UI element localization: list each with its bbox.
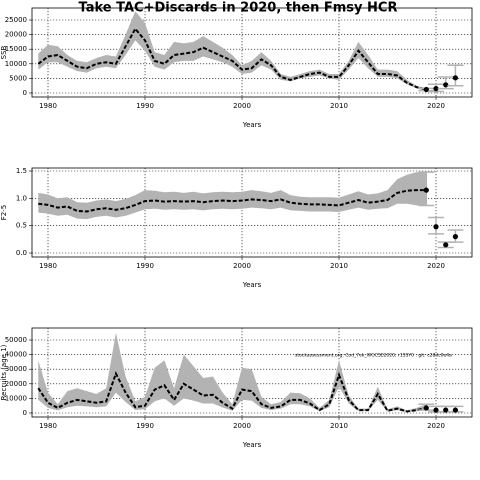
- projection-point: [452, 234, 459, 240]
- x-tick-label: 1980: [39, 422, 57, 430]
- y-axis-label: Recruits (age 1): [0, 344, 8, 400]
- projection-point: [452, 407, 459, 413]
- x-tick-label: 2020: [427, 262, 445, 270]
- x-tick-label: 1980: [39, 102, 57, 110]
- y-tick-label: 1.5: [16, 167, 27, 175]
- confidence-band: [38, 172, 427, 220]
- y-tick-label: 0.0: [16, 249, 27, 257]
- x-axis-label: Years: [242, 121, 262, 129]
- panel: 1980 1990 2000 2010 2020 0 5000 10000 15000 20000…: [0, 7, 473, 129]
- y-tick-label: 20000: [5, 380, 27, 388]
- x-tick-label: 2000: [233, 102, 251, 110]
- y-tick-label: 10000: [5, 60, 27, 68]
- x-tick-label: 1990: [136, 422, 154, 430]
- y-axis-label: F2-5: [0, 205, 8, 220]
- y-tick-label: 10000: [5, 394, 27, 402]
- y-tick-label: 5000: [9, 74, 27, 82]
- projection-point: [443, 407, 449, 413]
- x-tick-label: 1980: [39, 262, 57, 270]
- y-tick-label: 20000: [5, 31, 27, 39]
- annotation: stockassessment.org: Cod_7ek_WGCSE2020, …: [295, 353, 452, 359]
- y-tick-label: 1.0: [16, 194, 27, 202]
- confidence-band: [38, 332, 427, 413]
- plot-frame: [31, 7, 473, 98]
- x-tick-label: 1990: [136, 262, 154, 270]
- median-line: [38, 189, 427, 213]
- y-tick-label: 0: [23, 89, 27, 97]
- y-axis-label: SSB: [0, 45, 8, 59]
- projection-point: [423, 187, 429, 193]
- x-axis-label: Years: [242, 281, 262, 289]
- median-line: [37, 371, 427, 413]
- chart-title: Take TAC+Discards in 2020, then Fmsy HCR: [79, 1, 398, 16]
- x-tick-label: 2020: [427, 422, 445, 430]
- projection-point: [433, 86, 439, 92]
- x-tick-label: 2000: [233, 422, 251, 430]
- projection-point: [433, 224, 439, 230]
- y-tick-label: 0: [23, 409, 27, 417]
- y-tick-label: 30000: [5, 365, 27, 373]
- x-axis-label: Years: [242, 441, 262, 449]
- projection-point: [423, 405, 429, 411]
- y-tick-label: 40000: [5, 351, 27, 359]
- x-tick-label: 2020: [427, 102, 445, 110]
- confidence-band: [38, 11, 427, 91]
- plot-frame: [31, 167, 473, 258]
- plot-frame: [31, 327, 473, 418]
- y-tick-label: 15000: [5, 45, 27, 53]
- y-tick-label: 50000: [5, 336, 27, 344]
- projection-point: [433, 407, 439, 413]
- x-tick-label: 2010: [330, 422, 348, 430]
- x-tick-label: 2000: [233, 262, 251, 270]
- projection-point: [443, 82, 449, 88]
- median-line: [37, 27, 427, 91]
- x-tick-label: 2010: [330, 262, 348, 270]
- projection-point: [443, 242, 449, 248]
- projection-point: [452, 75, 459, 81]
- y-tick-label: 0.5: [16, 222, 27, 230]
- panel: 1980 1990 2000 2010 2020 0 10000 20000 30000 4000…: [0, 327, 473, 449]
- x-tick-label: 1990: [136, 102, 154, 110]
- y-tick-label: 25000: [5, 16, 27, 24]
- projection-point: [423, 86, 429, 93]
- panel: 1980 1990 2000 2010 2020 0.0 0.5 1.0 1.5 Years F2-…: [0, 167, 473, 289]
- x-tick-label: 2010: [330, 102, 348, 110]
